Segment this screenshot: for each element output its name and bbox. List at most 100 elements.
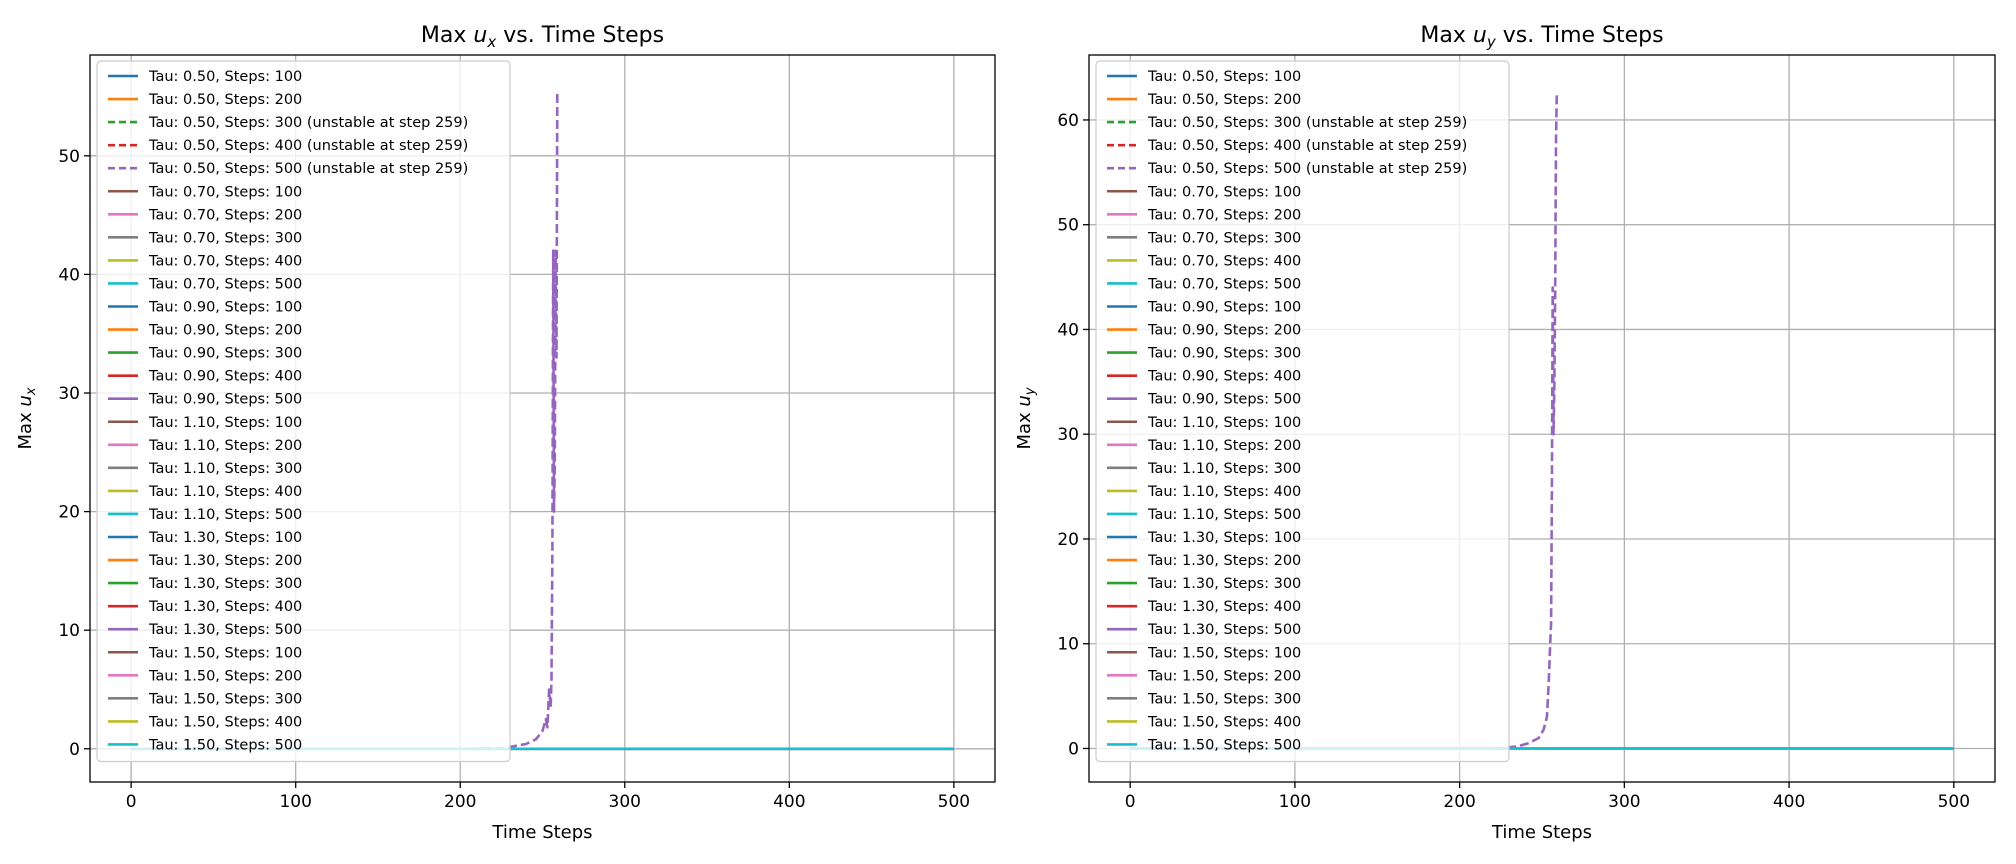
legend-item: Tau: 0.90, Steps: 500 bbox=[108, 392, 302, 408]
x-tick-label: 400 bbox=[1773, 792, 1805, 812]
y-axis-label: Max uy bbox=[1014, 387, 1038, 449]
legend-label: Tau: 0.90, Steps: 100 bbox=[1147, 300, 1301, 316]
y-tick-label: 30 bbox=[1057, 425, 1079, 445]
x-axis-label: Time Steps bbox=[1491, 822, 1592, 843]
axes-frame bbox=[89, 54, 996, 783]
legend-item: Tau: 1.30, Steps: 400 bbox=[108, 599, 302, 615]
legend-item: Tau: 0.50, Steps: 400 (unstable at step … bbox=[1107, 138, 1467, 154]
legend-label: Tau: 0.50, Steps: 200 bbox=[1147, 92, 1301, 108]
y-tick-label: 10 bbox=[1057, 635, 1079, 655]
legend-label: Tau: 0.90, Steps: 500 bbox=[148, 392, 302, 408]
legend-item: Tau: 1.30, Steps: 300 bbox=[108, 576, 302, 592]
legend-item: Tau: 1.50, Steps: 300 bbox=[108, 691, 302, 707]
ylabel-variable: u bbox=[1014, 395, 1035, 406]
legend-label: Tau: 0.90, Steps: 500 bbox=[1147, 392, 1301, 408]
legend-label: Tau: 0.90, Steps: 300 bbox=[1147, 346, 1301, 362]
legend-label: Tau: 1.10, Steps: 100 bbox=[1147, 415, 1301, 431]
legend-label: Tau: 1.10, Steps: 300 bbox=[148, 461, 302, 477]
ylabel-variable: u bbox=[15, 395, 36, 406]
legend-item: Tau: 1.30, Steps: 100 bbox=[1107, 530, 1301, 546]
title-prefix: Max bbox=[421, 23, 473, 48]
legend-box bbox=[96, 60, 511, 763]
legend-item: Tau: 1.10, Steps: 100 bbox=[108, 415, 302, 431]
legend-label: Tau: 0.90, Steps: 100 bbox=[148, 300, 302, 316]
legend-item: Tau: 0.50, Steps: 300 (unstable at step … bbox=[1107, 115, 1467, 131]
legend-item: Tau: 1.50, Steps: 100 bbox=[108, 645, 302, 661]
legend-label: Tau: 0.70, Steps: 300 bbox=[1147, 230, 1301, 246]
title-subscript: x bbox=[486, 33, 496, 51]
legend-item: Tau: 0.50, Steps: 500 (unstable at step … bbox=[1107, 161, 1467, 177]
y-tick-label: 40 bbox=[1057, 320, 1079, 340]
legend-item: Tau: 1.30, Steps: 400 bbox=[1107, 599, 1301, 615]
title-subscript: y bbox=[1486, 33, 1497, 51]
legend-label: Tau: 1.50, Steps: 200 bbox=[1147, 668, 1301, 684]
legend-item: Tau: 1.30, Steps: 100 bbox=[108, 530, 302, 546]
legend-item: Tau: 0.50, Steps: 100 bbox=[108, 69, 302, 85]
title-variable: u bbox=[1473, 23, 1487, 48]
legend-box bbox=[1095, 60, 1510, 763]
legend-item: Tau: 1.10, Steps: 200 bbox=[108, 438, 302, 454]
legend-item: Tau: 0.70, Steps: 300 bbox=[108, 230, 302, 246]
legend-label: Tau: 1.50, Steps: 200 bbox=[148, 668, 302, 684]
legend-label: Tau: 1.50, Steps: 100 bbox=[148, 645, 302, 661]
legend-label: Tau: 1.30, Steps: 200 bbox=[1147, 553, 1301, 569]
legend-label: Tau: 1.10, Steps: 200 bbox=[148, 438, 302, 454]
legend-label: Tau: 1.10, Steps: 400 bbox=[1147, 484, 1301, 500]
y-tick-label: 30 bbox=[58, 384, 80, 404]
legend-label: Tau: 1.30, Steps: 400 bbox=[148, 599, 302, 615]
legend-item: Tau: 0.70, Steps: 200 bbox=[1107, 207, 1301, 223]
legend-label: Tau: 0.50, Steps: 100 bbox=[1147, 69, 1301, 85]
legend-label: Tau: 1.50, Steps: 100 bbox=[1147, 645, 1301, 661]
y-tick-label: 10 bbox=[58, 621, 80, 641]
legend-item: Tau: 1.10, Steps: 400 bbox=[1107, 484, 1301, 500]
title-prefix: Max bbox=[1420, 23, 1472, 48]
y-tick-label: 0 bbox=[69, 740, 80, 760]
legend-label: Tau: 1.50, Steps: 500 bbox=[148, 737, 302, 753]
legend-item: Tau: 1.10, Steps: 300 bbox=[108, 461, 302, 477]
legend-label: Tau: 0.90, Steps: 300 bbox=[148, 346, 302, 362]
x-tick-label: 200 bbox=[1443, 792, 1475, 812]
legend-item: Tau: 1.50, Steps: 100 bbox=[1107, 645, 1301, 661]
legend-item: Tau: 1.50, Steps: 500 bbox=[1107, 737, 1301, 753]
legend-label: Tau: 0.50, Steps: 300 (unstable at step … bbox=[1147, 115, 1467, 131]
legend-item: Tau: 1.50, Steps: 200 bbox=[1107, 668, 1301, 684]
legend-item: Tau: 1.10, Steps: 200 bbox=[1107, 438, 1301, 454]
ylabel-prefix: Max bbox=[1014, 407, 1035, 450]
legend-label: Tau: 0.70, Steps: 200 bbox=[1147, 207, 1301, 223]
legend-item: Tau: 0.90, Steps: 400 bbox=[108, 369, 302, 385]
legend-label: Tau: 0.50, Steps: 500 (unstable at step … bbox=[1147, 161, 1467, 177]
legend-label: Tau: 0.50, Steps: 400 (unstable at step … bbox=[148, 138, 468, 154]
legend-label: Tau: 1.30, Steps: 200 bbox=[148, 553, 302, 569]
y-tick-label: 0 bbox=[1068, 739, 1079, 759]
legend-item: Tau: 1.30, Steps: 200 bbox=[1107, 553, 1301, 569]
legend-label: Tau: 1.30, Steps: 100 bbox=[148, 530, 302, 546]
legend-label: Tau: 0.50, Steps: 300 (unstable at step … bbox=[148, 115, 468, 131]
legend-label: Tau: 0.90, Steps: 400 bbox=[148, 369, 302, 385]
legend-item: Tau: 1.50, Steps: 400 bbox=[1107, 714, 1301, 730]
legend-item: Tau: 0.50, Steps: 100 bbox=[1107, 69, 1301, 85]
legend-label: Tau: 0.70, Steps: 100 bbox=[148, 184, 302, 200]
legend-item: Tau: 0.50, Steps: 300 (unstable at step … bbox=[108, 115, 468, 131]
legend-item: Tau: 1.10, Steps: 500 bbox=[1107, 507, 1301, 523]
legend-label: Tau: 1.10, Steps: 500 bbox=[1147, 507, 1301, 523]
legend-label: Tau: 0.70, Steps: 400 bbox=[1147, 253, 1301, 269]
y-tick-label: 20 bbox=[58, 503, 80, 523]
legend-item: Tau: 0.90, Steps: 200 bbox=[1107, 323, 1301, 339]
x-tick-label: 200 bbox=[444, 792, 476, 812]
legend-label: Tau: 1.30, Steps: 100 bbox=[1147, 530, 1301, 546]
legend-item: Tau: 0.70, Steps: 100 bbox=[108, 184, 302, 200]
legend-item: Tau: 0.50, Steps: 200 bbox=[108, 92, 302, 108]
legend-item: Tau: 0.90, Steps: 100 bbox=[108, 300, 302, 316]
x-tick-label: 100 bbox=[1279, 792, 1311, 812]
legend-item: Tau: 0.70, Steps: 300 bbox=[1107, 230, 1301, 246]
y-tick-label: 50 bbox=[1057, 216, 1079, 236]
ylabel-subscript: x bbox=[24, 387, 39, 396]
legend-label: Tau: 1.30, Steps: 300 bbox=[148, 576, 302, 592]
legend-item: Tau: 1.10, Steps: 300 bbox=[1107, 461, 1301, 477]
legend-label: Tau: 1.10, Steps: 200 bbox=[1147, 438, 1301, 454]
legend-label: Tau: 0.50, Steps: 400 (unstable at step … bbox=[1147, 138, 1467, 154]
legend-item: Tau: 0.90, Steps: 200 bbox=[108, 323, 302, 339]
legend-item: Tau: 0.90, Steps: 500 bbox=[1107, 392, 1301, 408]
